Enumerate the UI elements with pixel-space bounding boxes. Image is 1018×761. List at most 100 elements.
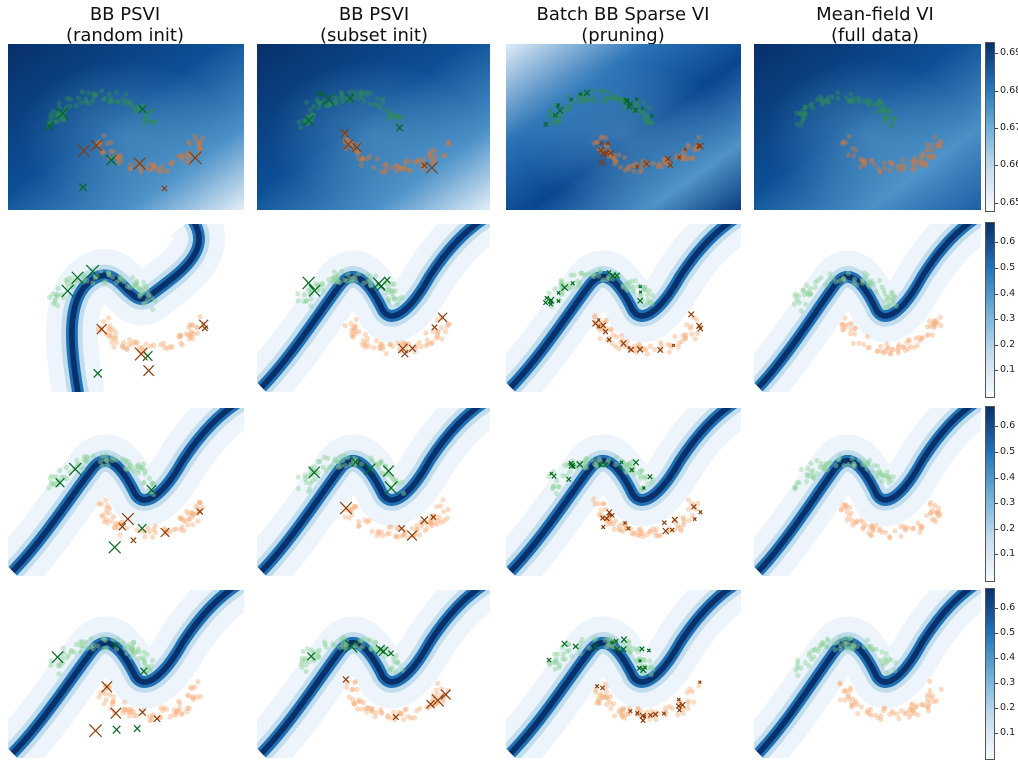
pseudo-point-marker xyxy=(306,651,316,661)
decision-boundary xyxy=(756,224,973,390)
pseudo-point-marker xyxy=(302,276,315,290)
pseudo-point-marker xyxy=(679,701,686,709)
pseudo-point-marker xyxy=(548,299,553,304)
pseudo-point-marker xyxy=(620,339,627,347)
pseudo-point-marker xyxy=(578,92,583,96)
pseudo-point-marker xyxy=(345,93,355,104)
pseudo-point-marker xyxy=(607,512,612,517)
pseudo-point-marker xyxy=(620,645,627,653)
pseudo-point-marker xyxy=(133,724,141,733)
decision-boundary xyxy=(756,590,973,756)
pseudo-point-marker xyxy=(201,325,209,332)
pseudo-point-marker xyxy=(137,523,147,533)
pseudo-point-marker xyxy=(350,457,361,467)
pseudo-point-marker xyxy=(561,284,569,292)
pseudo-point-marker xyxy=(142,350,153,362)
pseudo-point-marker xyxy=(610,640,615,645)
pseudo-point-marker xyxy=(629,467,635,473)
pseudo-point-marker xyxy=(696,142,704,150)
decision-boundary xyxy=(259,408,481,574)
pseudo-point-marker xyxy=(339,501,353,515)
panel-row-1-col-2 xyxy=(257,44,490,210)
colorbar-row-1 xyxy=(985,42,995,212)
colorbar-2-tick: 0.4 xyxy=(994,287,1016,299)
pseudo-point-marker xyxy=(669,527,675,533)
pseudo-point-marker xyxy=(687,311,695,318)
pseudo-point-marker xyxy=(85,264,100,279)
pseudo-point-marker xyxy=(549,471,554,476)
pseudo-point-marker xyxy=(613,645,621,653)
colorbar-row-3 xyxy=(985,406,995,582)
pseudo-point-marker xyxy=(89,723,103,738)
pseudo-point-marker xyxy=(676,697,681,702)
pseudo-point-marker xyxy=(55,477,65,488)
panel-row-3-col-3 xyxy=(506,408,741,576)
pseudo-point-marker xyxy=(638,284,643,289)
pseudo-point-marker xyxy=(602,328,609,335)
pseudo-point-marker xyxy=(61,284,75,298)
pseudo-point-marker xyxy=(646,648,651,653)
pseudo-point-marker xyxy=(376,281,386,292)
pseudo-point-marker xyxy=(600,515,606,521)
panel-row-3-col-4 xyxy=(754,408,981,576)
pseudo-point-marker xyxy=(661,520,667,526)
colorbar-2-tick: 0.6 xyxy=(994,236,1016,248)
pseudo-point-marker xyxy=(440,689,452,700)
colorbar-1-tick: 0.67 xyxy=(994,122,1018,133)
pseudo-point-marker xyxy=(618,465,623,470)
pseudo-point-marker xyxy=(130,537,137,544)
pseudo-point-marker xyxy=(134,347,148,361)
pseudo-point-marker xyxy=(552,112,558,118)
panel-row-4-col-4 xyxy=(754,590,981,758)
pseudo-point-marker xyxy=(110,707,122,720)
pseudo-point-marker xyxy=(604,515,610,522)
colorbar-row-2 xyxy=(985,222,995,398)
colorbar-3-tick: 0.6 xyxy=(994,420,1016,432)
pseudo-point-marker xyxy=(634,97,639,101)
pseudo-point-marker xyxy=(421,162,428,169)
colorbar-2-tick: 0.3 xyxy=(994,313,1016,325)
pseudo-point-marker xyxy=(692,517,697,522)
pseudo-point-marker xyxy=(160,527,170,538)
colorbar-1-tick: 0.68 xyxy=(994,85,1018,96)
colorbar-4-tick: 0.3 xyxy=(994,677,1016,688)
pseudo-point-marker xyxy=(606,509,613,516)
colorbar-row-4 xyxy=(985,588,995,760)
pseudo-point-marker xyxy=(395,123,404,132)
pseudo-point-marker xyxy=(600,524,606,530)
colorbar-1-tick: 0.65 xyxy=(994,197,1018,208)
pseudo-point-marker xyxy=(639,646,645,652)
pseudo-point-marker xyxy=(388,650,394,657)
pseudo-point-marker xyxy=(600,685,606,691)
pseudo-point-marker xyxy=(571,464,576,469)
pseudo-point-marker xyxy=(641,486,646,491)
pseudo-point-marker xyxy=(56,106,69,120)
decision-boundary xyxy=(10,590,235,756)
pseudo-point-marker xyxy=(639,712,646,719)
pseudo-point-marker xyxy=(698,680,702,685)
pseudo-point-marker xyxy=(406,530,418,541)
colorbar-4-tick: 0.1 xyxy=(994,727,1016,738)
pseudo-point-marker xyxy=(430,514,437,521)
colorbar-4-tick: 0.4 xyxy=(994,652,1016,663)
decision-boundary xyxy=(69,224,202,392)
panel-row-2-col-2 xyxy=(257,224,490,392)
pseudo-point-marker xyxy=(592,643,599,650)
pseudo-point-marker xyxy=(316,90,324,97)
pseudo-point-marker xyxy=(671,516,678,524)
pseudo-point-marker xyxy=(636,345,644,353)
pseudo-point-marker xyxy=(597,146,605,154)
pseudo-point-marker xyxy=(606,337,612,343)
pseudo-point-marker xyxy=(546,657,552,663)
pseudo-point-marker xyxy=(161,185,168,192)
pseudo-point-marker xyxy=(627,100,634,108)
pseudo-point-marker xyxy=(657,346,664,354)
colorbar-3-tick: 0.2 xyxy=(994,522,1016,534)
pseudo-point-marker xyxy=(143,364,155,377)
panel-row-4-col-2 xyxy=(257,590,490,758)
pseudo-point-marker xyxy=(556,299,561,304)
pseudo-point-marker xyxy=(638,290,643,294)
pseudo-point-marker xyxy=(105,154,117,166)
decision-boundary xyxy=(756,408,973,574)
colorbar-4-tick: 0.6 xyxy=(994,602,1016,613)
